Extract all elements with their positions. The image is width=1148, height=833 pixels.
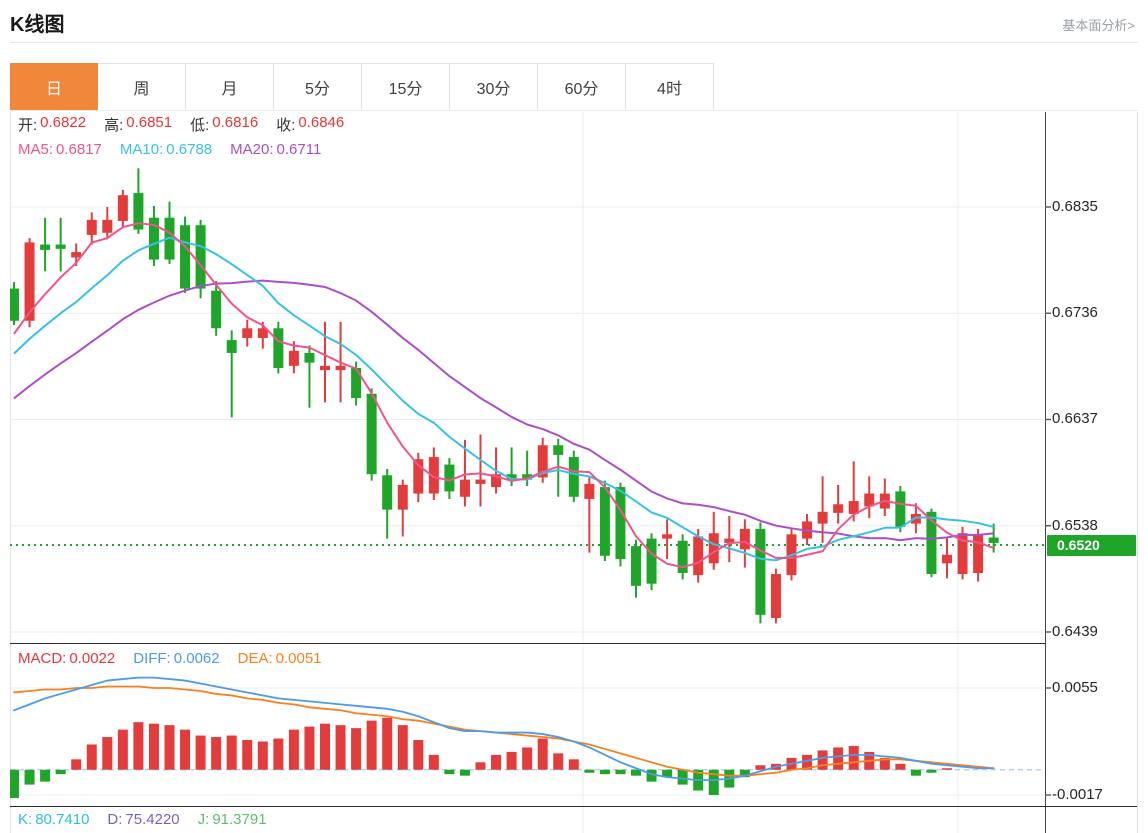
- macd-value: 0.0022: [69, 650, 116, 667]
- last-price-badge: 0.6520: [1047, 534, 1136, 556]
- tab-daily[interactable]: 日: [10, 63, 98, 111]
- d-value: 75.4220: [125, 811, 180, 828]
- ma20-label: MA20:: [230, 141, 274, 158]
- tab-30min[interactable]: 30分: [450, 63, 538, 111]
- tab-monthly[interactable]: 月: [186, 63, 274, 111]
- y-axis-label: 0.0055: [1052, 679, 1098, 696]
- ohlc-legend: 开: 0.6822 高: 0.6851 低: 0.6816 收: 0.6846: [18, 114, 362, 135]
- close-label: 收:: [276, 117, 296, 134]
- page-title: K线图: [10, 14, 65, 36]
- fundamental-analysis-link[interactable]: 基本面分析>: [1062, 18, 1135, 33]
- low-label: 低:: [190, 117, 210, 134]
- interval-tabbar: 日 周 月 5分 15分 30分 60分 4时: [10, 63, 714, 111]
- diff-value: 0.0062: [173, 650, 220, 667]
- tab-60min[interactable]: 60分: [538, 63, 626, 111]
- header-divider: [10, 42, 1138, 43]
- ma5-label: MA5:: [18, 141, 54, 158]
- kdj-legend: K: 80.7410 D: 75.4220 J: 91.3791: [18, 811, 285, 828]
- tab-4hour[interactable]: 4时: [626, 63, 714, 111]
- tabbar-baseline: [10, 110, 1138, 111]
- diff-label: DIFF:: [133, 650, 171, 667]
- ma5-value: 0.6817: [56, 141, 102, 158]
- y-axis-label: 0.6736: [1052, 304, 1098, 322]
- y-axis-label: 0.6637: [1052, 410, 1098, 428]
- dea-label: DEA:: [237, 650, 273, 667]
- open-label: 开:: [18, 117, 38, 134]
- k-value: 80.7410: [35, 811, 90, 828]
- y-axis-label: -0.0017: [1052, 785, 1103, 803]
- ma-legend: MA5: 0.6817 MA10: 0.6788 MA20: 0.6711: [18, 141, 339, 158]
- close-value: 0.6846: [298, 114, 345, 131]
- d-label: D:: [107, 811, 123, 828]
- high-label: 高:: [104, 117, 124, 134]
- j-label: J:: [197, 811, 210, 828]
- j-value: 91.3791: [212, 811, 267, 828]
- y-axis-label: 0.6538: [1052, 516, 1098, 534]
- ma10-label: MA10:: [119, 141, 164, 158]
- open-value: 0.6822: [40, 114, 87, 131]
- high-value: 0.6851: [126, 114, 173, 131]
- k-label: K:: [18, 811, 33, 828]
- y-axis-label: 0.6835: [1052, 198, 1098, 215]
- y-axis-label: 0.6439: [1052, 622, 1098, 640]
- ma10-value: 0.6788: [166, 141, 213, 158]
- macd-label: MACD:: [18, 650, 67, 667]
- low-value: 0.6816: [212, 114, 259, 131]
- ma20-value: 0.6711: [276, 141, 322, 158]
- macd-legend: MACD: 0.0022 DIFF: 0.0062 DEA: 0.0051: [18, 650, 340, 667]
- tab-5min[interactable]: 5分: [274, 63, 362, 111]
- dea-value: 0.0051: [275, 650, 322, 667]
